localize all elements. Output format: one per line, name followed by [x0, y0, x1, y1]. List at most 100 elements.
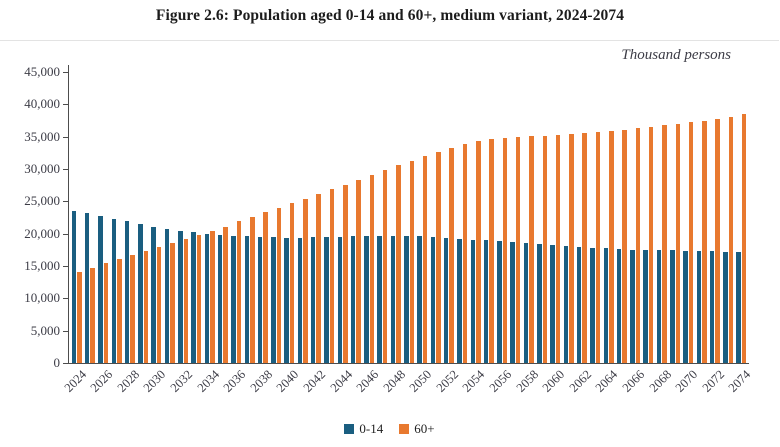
bar-60+-2072	[715, 118, 720, 363]
bar-group-2033	[190, 72, 203, 363]
y-tick-label: 20,000	[24, 225, 60, 241]
bar-60+-2040	[289, 203, 295, 363]
bar-group-2028	[123, 72, 136, 363]
bar-60+-2070	[688, 122, 694, 363]
bar-group-2058	[522, 72, 535, 363]
bar-0-14-2060	[550, 245, 555, 363]
bar-60+-2028	[130, 255, 135, 363]
y-tick-label: 35,000	[24, 128, 60, 144]
bar-60+-2059	[542, 135, 548, 363]
bar-0-14-2045	[350, 236, 356, 363]
bar-60+-2054	[476, 141, 481, 363]
bar-group-2070	[682, 72, 695, 363]
bar-0-14-2062	[576, 246, 582, 363]
bar-0-14-2046	[364, 235, 369, 363]
bar-60+-2051	[436, 151, 441, 363]
bar-60+-2031	[170, 242, 175, 363]
bar-60+-2060	[555, 135, 561, 363]
bar-0-14-2070	[683, 250, 688, 363]
legend: 0-14 60+	[0, 421, 779, 437]
bar-0-14-2058	[523, 243, 529, 363]
x-axis-line	[63, 363, 749, 364]
bar-0-14-2074	[736, 252, 741, 363]
bar-0-14-2056	[497, 241, 502, 363]
y-tick	[63, 136, 68, 138]
bar-group-2063	[589, 72, 602, 363]
bar-0-14-2071	[696, 251, 702, 363]
bar-60+-2063	[595, 132, 601, 363]
y-tick-label: 40,000	[24, 96, 60, 112]
bar-60+-2052	[449, 147, 454, 363]
y-tick-label: 15,000	[24, 258, 60, 273]
bar-60+-2039	[276, 207, 282, 363]
bar-60+-2065	[622, 129, 627, 363]
bar-0-14-2053	[457, 238, 462, 363]
bar-0-14-2036	[231, 235, 236, 363]
bar-0-14-2052	[443, 237, 449, 363]
y-tick	[63, 169, 68, 170]
bar-60+-2062	[582, 133, 587, 363]
bar-60+-2064	[609, 130, 614, 363]
bar-group-2029	[136, 72, 149, 363]
y-axis-line	[68, 65, 69, 364]
bar-60+-2043	[329, 189, 335, 363]
bar-group-2040	[283, 72, 296, 363]
bar-60+-2074	[741, 114, 747, 363]
chart-frame: Thousand persons 0 5,000 10,000 15,000 20,00…	[0, 40, 779, 447]
bar-group-2065	[615, 72, 628, 363]
bar-60+-2027	[117, 259, 122, 363]
bar-group-2056	[496, 72, 509, 363]
bar-group-2069	[668, 72, 681, 363]
bar-0-14-2039	[271, 237, 276, 363]
bar-group-2032	[176, 72, 189, 363]
bar-60+-2061	[569, 134, 574, 363]
bar-60+-2057	[515, 137, 521, 363]
bar-0-14-2033	[191, 232, 196, 363]
y-tick	[63, 104, 68, 106]
bar-group-2066	[628, 72, 641, 363]
legend-item-0-14: 0-14	[344, 421, 383, 437]
bar-group-2045	[349, 72, 362, 363]
y-tick	[63, 330, 68, 332]
legend-swatch-icon	[399, 424, 410, 434]
bar-0-14-2072	[709, 251, 715, 363]
bar-0-14-2035	[217, 234, 223, 363]
bar-0-14-2044	[337, 236, 343, 363]
bar-60+-2026	[103, 263, 109, 363]
bar-0-14-2051	[430, 236, 436, 363]
bar-0-14-2068	[656, 250, 662, 363]
bar-group-2073	[722, 72, 735, 363]
y-tick	[63, 298, 68, 300]
bar-group-2031	[163, 72, 176, 363]
figure-title: Figure 2.6: Population aged 0-14 and 60+…	[155, 7, 625, 24]
bar-group-2038	[256, 72, 269, 363]
bar-0-14-2042	[310, 237, 316, 363]
bar-60+-2053	[462, 144, 468, 363]
bar-0-14-2048	[390, 235, 396, 363]
bar-group-2046	[363, 72, 376, 363]
y-tick-label: 30,000	[24, 161, 60, 176]
bar-group-2054	[469, 72, 482, 363]
y-tick-label: 0	[53, 355, 61, 370]
bar-0-14-2037	[244, 236, 249, 363]
bar-0-14-2061	[563, 245, 569, 363]
legend-label: 0-14	[359, 421, 384, 436]
bar-group-2041	[296, 72, 309, 363]
bar-60+-2073	[728, 116, 734, 363]
bar-group-2074	[735, 72, 748, 363]
bar-60+-2042	[316, 193, 321, 363]
y-tick-label: 25,000	[24, 193, 60, 209]
bar-0-14-2069	[670, 250, 675, 363]
bar-0-14-2029	[138, 223, 143, 363]
y-tick	[63, 233, 68, 235]
bar-group-2034	[203, 72, 216, 363]
bar-group-2035	[216, 72, 229, 363]
bar-0-14-2038	[257, 236, 263, 363]
bar-group-2052	[442, 72, 455, 363]
bar-group-2072	[708, 72, 721, 363]
bar-group-2024	[70, 72, 83, 363]
y-tick	[63, 201, 68, 203]
bar-60+-2038	[263, 212, 268, 363]
bar-group-2050	[416, 72, 429, 363]
y-tick-label: 5,000	[30, 322, 60, 338]
